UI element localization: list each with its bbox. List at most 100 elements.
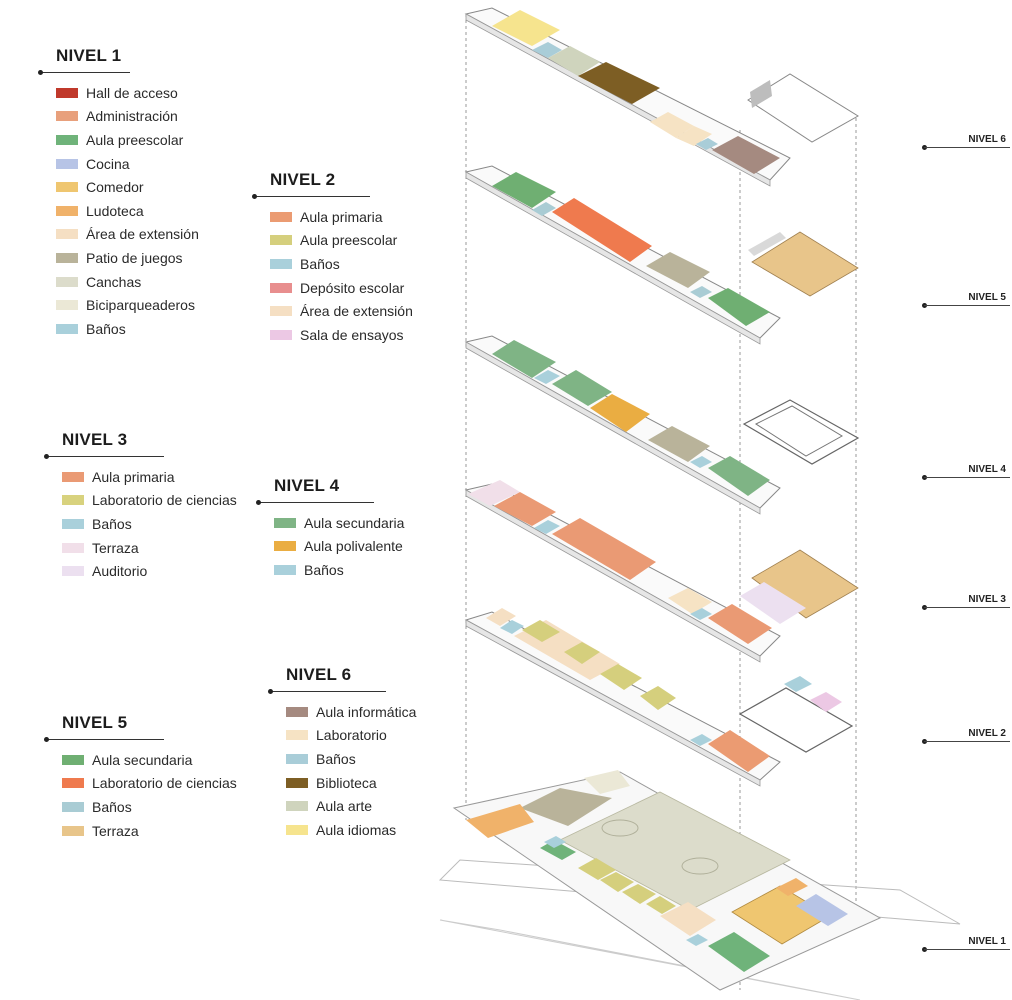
level-tag-label: NIVEL 6 (968, 134, 1006, 145)
legend-rule (38, 70, 130, 75)
legend-nivel-5: NIVEL 5 Aula secundaria Laboratorio de ci… (44, 713, 246, 842)
legend-item: Aula informática (286, 700, 450, 724)
legend-swatch (286, 777, 308, 788)
level-tag-label: NIVEL 1 (968, 936, 1006, 947)
level-tag-6: NIVEL 6 (922, 134, 1010, 152)
legend-item: Baños (62, 512, 246, 536)
legend-item-label: Aula arte (316, 798, 373, 815)
legend-item: Aula secundaria (274, 511, 438, 535)
floor-level-2 (464, 608, 854, 787)
floor-level-6 (464, 7, 859, 187)
legend-item-label: Auditorio (92, 563, 148, 580)
legend-item: Baños (56, 317, 220, 341)
legend-item: Baños (62, 795, 246, 819)
legend-item-label: Biciparqueaderos (86, 297, 195, 314)
legend-item: Auditorio (62, 559, 246, 583)
legend-swatch (62, 566, 84, 577)
level-tag-line (924, 305, 1010, 306)
legend-item-label: Aula secundaria (304, 514, 405, 531)
legend-item: Laboratorio (286, 724, 450, 748)
legend-item-label: Biblioteca (316, 774, 377, 791)
legend-item: Área de extensión (56, 223, 220, 247)
level-tag-label: NIVEL 3 (968, 594, 1006, 605)
legend-swatch (56, 276, 78, 287)
legend-item: Aula primaria (270, 205, 434, 229)
legend-swatch (270, 258, 292, 269)
legend-item: Terraza (62, 819, 246, 843)
legend-swatch (62, 778, 84, 789)
legend-item: Aula preescolar (270, 229, 434, 253)
floor-level-3 (464, 480, 859, 663)
legend-title: NIVEL 2 (270, 170, 336, 189)
legend-rule (44, 454, 164, 459)
legend-swatch (56, 252, 78, 263)
legend-rule (252, 194, 370, 199)
legend-item: Biblioteca (286, 771, 450, 795)
legend-item-label: Baños (92, 798, 132, 815)
legend-item: Laboratorio de ciencias (62, 772, 246, 796)
legend-swatch (56, 158, 78, 169)
legend-item-label: Administración (86, 108, 178, 125)
legend-item-label: Aula primaria (300, 208, 383, 225)
level-tag-4: NIVEL 4 (922, 464, 1010, 482)
legend-item: Canchas (56, 270, 220, 294)
legend-swatch (56, 229, 78, 240)
legend-swatch (286, 730, 308, 741)
legend-title: NIVEL 1 (56, 46, 122, 65)
legend-item-label: Cocina (86, 155, 130, 172)
legend-list: Aula primaria Aula preescolar Baños Depósit… (270, 205, 434, 347)
legend-item-label: Sala de ensayos (300, 326, 404, 343)
legend-item: Sala de ensayos (270, 323, 434, 347)
legend-swatch (286, 801, 308, 812)
legend-item: Baños (270, 252, 434, 276)
legend-item: Comedor (56, 175, 220, 199)
legend-item: Hall de acceso (56, 81, 220, 105)
legend-swatch (62, 495, 84, 506)
legend-nivel-4: NIVEL 4 Aula secundaria Aula polivalente B… (256, 476, 438, 582)
legend-item: Baños (274, 558, 438, 582)
level-tag-label: NIVEL 4 (968, 464, 1006, 475)
legend-swatch (56, 87, 78, 98)
legend-swatch (56, 182, 78, 193)
legend-swatch (56, 323, 78, 334)
legend-swatch (274, 564, 296, 575)
legend-item-label: Baños (316, 750, 356, 767)
legend-item-label: Aula idiomas (316, 821, 397, 838)
legend-swatch (270, 306, 292, 317)
legend-item-label: Laboratorio (316, 727, 387, 744)
legend-item-label: Aula preescolar (86, 131, 184, 148)
legend-item-label: Hall de acceso (86, 84, 178, 101)
legend-item-label: Baños (304, 561, 344, 578)
legend-nivel-2: NIVEL 2 Aula primaria Aula preescolar Baño… (252, 170, 434, 347)
legend-swatch (62, 471, 84, 482)
legend-item: Aula preescolar (56, 128, 220, 152)
legend-swatch (270, 329, 292, 340)
legend-item: Biciparqueaderos (56, 293, 220, 317)
legend-swatch (274, 517, 296, 528)
level-tag-label: NIVEL 2 (968, 728, 1006, 739)
legend-swatch (62, 801, 84, 812)
level-tag-label: NIVEL 5 (968, 292, 1006, 303)
legend-item-label: Área de extensión (300, 303, 413, 320)
legend-rule (44, 737, 164, 742)
legend-swatch (286, 824, 308, 835)
legend-item-label: Baños (300, 255, 340, 272)
legend-list: Aula primaria Laboratorio de ciencias Baño… (62, 465, 246, 583)
legend-swatch (286, 753, 308, 764)
level-tag-line (924, 477, 1010, 478)
legend-nivel-1: NIVEL 1 Hall de acceso Administración Aula… (38, 46, 220, 341)
legend-item-label: Área de extensión (86, 226, 199, 243)
level-tag-line (924, 949, 1010, 950)
legend-item-label: Baños (86, 320, 126, 337)
level-tag-line (924, 607, 1010, 608)
legend-swatch (270, 235, 292, 246)
legend-item: Baños (286, 747, 450, 771)
legend-list: Aula secundaria Laboratorio de ciencias Ba… (62, 748, 246, 842)
level-tag-2: NIVEL 2 (922, 728, 1010, 746)
legend-swatch (62, 518, 84, 529)
legend-item-label: Baños (92, 515, 132, 532)
legend-item-label: Patio de juegos (86, 249, 183, 266)
floor-level-5 (464, 165, 859, 345)
legend-rule (268, 689, 386, 694)
